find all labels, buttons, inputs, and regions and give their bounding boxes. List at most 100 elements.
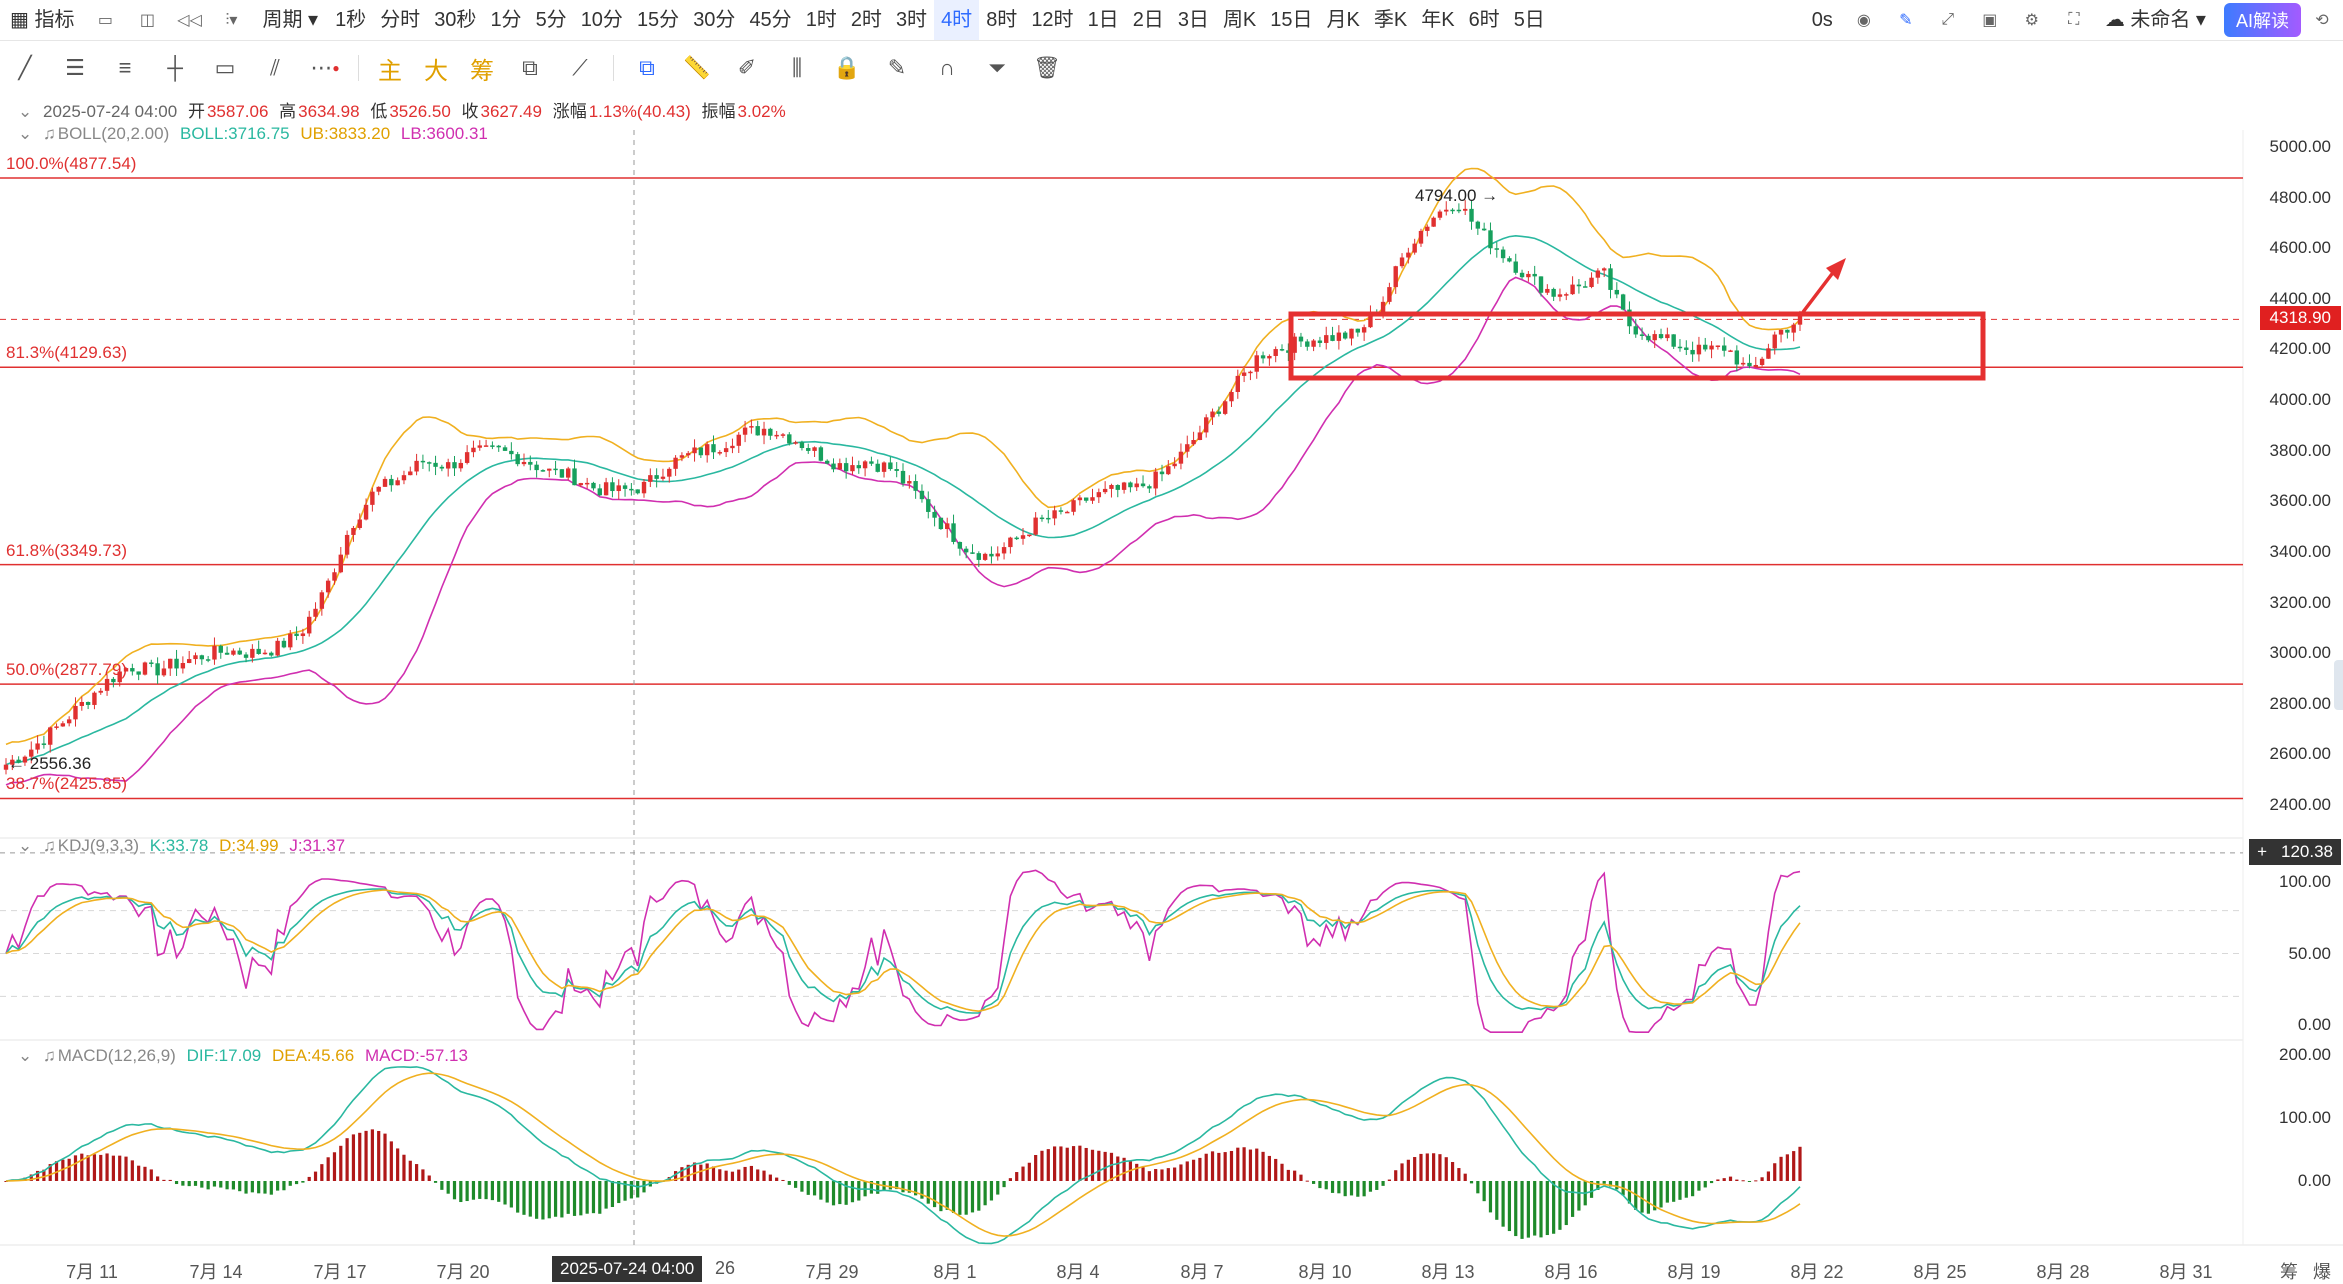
period-14[interactable]: 12时	[1031, 9, 1074, 31]
period-8[interactable]: 45分	[749, 9, 792, 31]
period-dropdown[interactable]: 周期 ▾	[262, 9, 319, 31]
period-20[interactable]: 月K	[1326, 9, 1360, 31]
candle-body	[66, 719, 72, 724]
indicator-button[interactable]: ▦ 指标	[0, 0, 84, 40]
period-7[interactable]: 30分	[693, 9, 736, 31]
macd-bar	[1728, 1176, 1733, 1181]
candle-compare-icon[interactable]: ⫼	[791, 55, 803, 80]
collapse-icon[interactable]: ⌄	[18, 102, 33, 121]
lock-icon[interactable]: 🔒	[833, 55, 861, 80]
period-23[interactable]: 6时	[1468, 9, 1500, 31]
more-tools-icon[interactable]: ⋯ ●	[310, 55, 340, 80]
settings-icon[interactable]: ⚙	[2024, 12, 2039, 29]
collapse-icon[interactable]: ⌄	[18, 1046, 33, 1065]
camera-icon[interactable]: ◉	[1856, 12, 1871, 29]
candle-body	[780, 434, 786, 436]
big-order-button[interactable]: 大	[424, 57, 448, 85]
candle-body	[344, 534, 350, 555]
bell-icon[interactable]: ♫	[42, 1046, 56, 1065]
macd-bar	[1109, 1152, 1114, 1181]
bell-icon[interactable]: ♫	[42, 124, 56, 143]
macd-bar	[187, 1181, 191, 1187]
plus-icon[interactable]: +	[2257, 842, 2267, 861]
period-12[interactable]: 4时	[934, 0, 980, 40]
candle-body	[1494, 248, 1499, 250]
macd-bar	[825, 1181, 829, 1203]
layout-name-dropdown[interactable]: ☁ 未命名 ▾	[2104, 9, 2206, 31]
candle-body	[1083, 497, 1089, 501]
ruler-icon[interactable]: 📏	[683, 55, 711, 80]
trash-icon[interactable]: 🗑	[1033, 55, 1061, 80]
calendar-icon[interactable]: ▭	[97, 12, 114, 29]
period-5[interactable]: 10分	[580, 9, 623, 31]
period-18[interactable]: 周K	[1222, 9, 1257, 31]
side-collapse-handle[interactable]	[2334, 660, 2343, 710]
candle-body	[1791, 324, 1796, 333]
candle-type-icon[interactable]: ⫶▾	[225, 12, 238, 29]
period-1[interactable]: 分时	[380, 9, 421, 31]
period-16[interactable]: 2日	[1132, 9, 1164, 31]
fib-icon[interactable]: ⫽	[270, 55, 280, 80]
share-icon[interactable]: ⟲	[2315, 12, 2329, 29]
brush-icon[interactable]: ✐	[737, 55, 757, 80]
period-15[interactable]: 1日	[1087, 9, 1119, 31]
period-0[interactable]: 1秒	[335, 9, 367, 31]
trendline-icon[interactable]: ╱	[18, 55, 32, 80]
note-icon[interactable]: ✎	[887, 55, 907, 80]
period-9[interactable]: 1时	[805, 9, 837, 31]
candle-body	[957, 541, 963, 549]
ai-analysis-button[interactable]: AI解读	[2223, 3, 2301, 37]
burst-corner-button[interactable]: 爆	[2313, 1262, 2332, 1282]
candle-body	[1292, 336, 1297, 353]
macd-bar	[4, 1181, 8, 1182]
layout-icon[interactable]: ◫	[139, 12, 156, 29]
macd-bar	[1792, 1151, 1796, 1181]
period-2[interactable]: 30秒	[434, 9, 477, 31]
main-chart-button[interactable]: 主	[378, 57, 402, 85]
macd-bar	[1065, 1147, 1069, 1181]
fullscreen-icon[interactable]: ⛶	[2068, 11, 2080, 28]
expand-icon[interactable]: ⤢	[1941, 11, 1955, 28]
macd-bar	[1627, 1181, 1632, 1204]
period-11[interactable]: 3时	[895, 9, 928, 31]
period-22[interactable]: 年K	[1421, 9, 1455, 31]
macd-bar	[1071, 1146, 1076, 1181]
macd-bar	[1015, 1172, 1019, 1181]
copy-icon[interactable]: ⧉	[639, 55, 655, 80]
bell-icon[interactable]: ♫	[42, 836, 56, 855]
replay-icon[interactable]: ◁◁	[177, 12, 202, 29]
macd-bar	[572, 1181, 577, 1216]
measure-icon[interactable]: ⟋	[572, 55, 588, 80]
rectangle-icon[interactable]: ▭	[214, 55, 236, 80]
compare-icon[interactable]: ⧉	[522, 55, 538, 80]
chip-button[interactable]: 筹	[470, 57, 494, 85]
macd-bar	[730, 1171, 735, 1181]
macd-bar	[1773, 1163, 1777, 1181]
period-21[interactable]: 季K	[1373, 9, 1408, 31]
channel-icon[interactable]: ≡	[118, 55, 132, 80]
price-tick: 2400.00	[2269, 795, 2331, 814]
period-24[interactable]: 5日	[1513, 9, 1545, 31]
macd-bar	[996, 1181, 1000, 1195]
horizontal-line-icon[interactable]: ┼	[167, 55, 183, 80]
period-19[interactable]: 15日	[1270, 9, 1313, 31]
macd-bar	[1760, 1177, 1764, 1181]
candle-body	[1709, 345, 1714, 350]
pen-icon[interactable]: ✎	[1899, 12, 1913, 29]
filter-icon[interactable]: ⏷	[988, 55, 1006, 80]
period-6[interactable]: 15分	[636, 9, 680, 31]
magnet-icon[interactable]: ∩	[939, 55, 955, 80]
period-4[interactable]: 5分	[535, 9, 567, 31]
price-tick: 3600.00	[2269, 491, 2331, 511]
candle-body	[521, 461, 527, 465]
collapse-icon[interactable]: ⌄	[18, 124, 33, 143]
chip-corner-button[interactable]: 筹	[2280, 1262, 2298, 1282]
screenshot-icon[interactable]: ▣	[1982, 12, 1998, 29]
period-3[interactable]: 1分	[490, 9, 522, 31]
period-17[interactable]: 3日	[1177, 9, 1209, 31]
period-10[interactable]: 2时	[850, 9, 882, 31]
period-13[interactable]: 8时	[986, 9, 1018, 31]
collapse-icon[interactable]: ⌄	[18, 836, 33, 855]
parallel-lines-icon[interactable]: ☰	[65, 55, 85, 80]
